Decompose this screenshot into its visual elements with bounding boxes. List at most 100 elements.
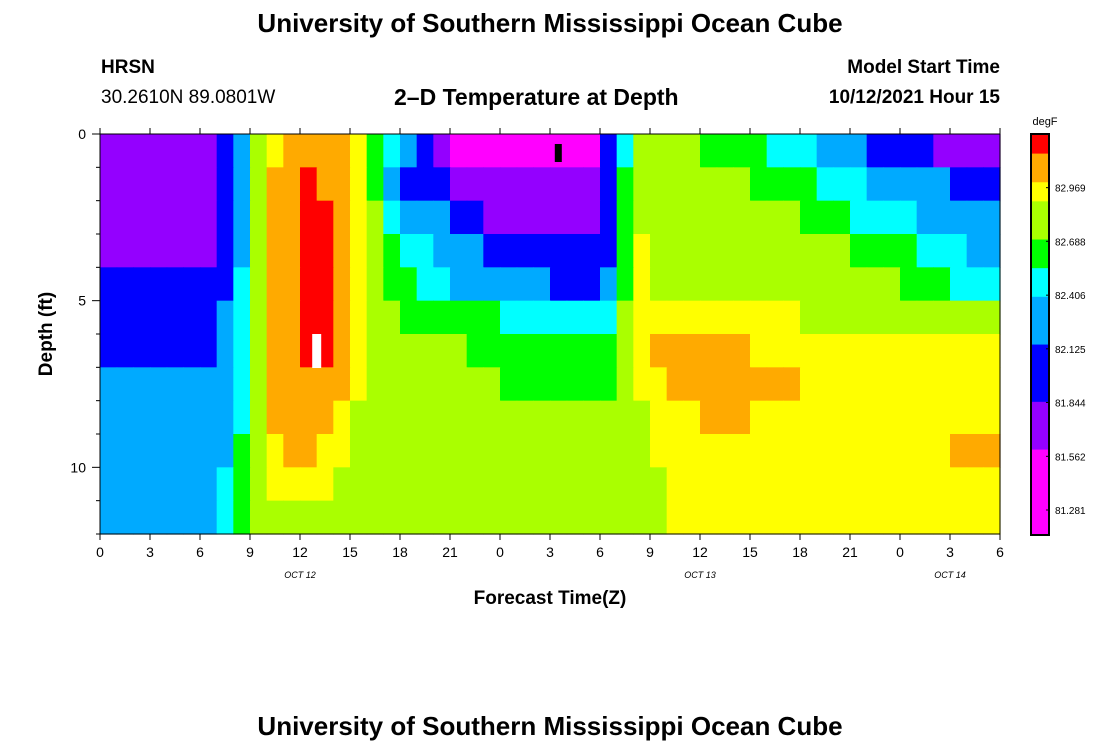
heatmap-cell bbox=[116, 500, 134, 535]
heatmap-cell bbox=[400, 167, 418, 202]
heatmap-cell bbox=[266, 134, 284, 168]
heatmap-cell bbox=[100, 134, 118, 168]
heatmap-cell bbox=[133, 134, 151, 168]
heatmap-cell bbox=[850, 234, 868, 268]
heatmap-cell bbox=[800, 367, 818, 402]
x-tick-label: 18 bbox=[392, 544, 408, 560]
heatmap-cell bbox=[766, 200, 784, 235]
heatmap-cell bbox=[166, 267, 184, 302]
heatmap-cell bbox=[350, 167, 368, 202]
heatmap-cell bbox=[433, 467, 451, 502]
heatmap-cell bbox=[283, 334, 301, 368]
heatmap-cell bbox=[316, 400, 334, 435]
heatmap-cell bbox=[833, 334, 851, 368]
heatmap-cell bbox=[600, 267, 618, 302]
heatmap-cell bbox=[583, 134, 601, 168]
heatmap-cell bbox=[383, 167, 401, 202]
heatmap-cell bbox=[700, 200, 718, 235]
heatmap-cell bbox=[416, 200, 434, 235]
heatmap-cell bbox=[583, 200, 601, 235]
heatmap-cell bbox=[750, 300, 768, 335]
heatmap-cell bbox=[633, 300, 651, 335]
heatmap-cell bbox=[266, 500, 284, 535]
heatmap-cell bbox=[233, 500, 251, 535]
heatmap-cell bbox=[150, 367, 168, 402]
heatmap-cell bbox=[666, 300, 684, 335]
heatmap-cell bbox=[933, 367, 951, 402]
heatmap-cell bbox=[500, 467, 518, 502]
heatmap-cell bbox=[800, 434, 818, 468]
heatmap-cell bbox=[650, 467, 668, 502]
heatmap-cell bbox=[933, 267, 951, 302]
heatmap-cell bbox=[666, 367, 684, 402]
heatmap-cell bbox=[216, 134, 234, 168]
heatmap-cell bbox=[166, 467, 184, 502]
heatmap-cell bbox=[216, 300, 234, 335]
heatmap-cell bbox=[783, 167, 801, 202]
heatmap-cell bbox=[283, 367, 301, 402]
heatmap-cell bbox=[983, 500, 1001, 535]
heatmap-cell bbox=[900, 367, 918, 402]
heatmap-cell bbox=[300, 400, 318, 435]
heatmap-cell bbox=[283, 300, 301, 335]
heatmap-cell bbox=[516, 467, 534, 502]
heatmap-cell bbox=[950, 434, 968, 468]
heatmap-cell bbox=[266, 200, 284, 235]
heatmap-cell bbox=[433, 267, 451, 302]
heatmap-cell bbox=[666, 167, 684, 202]
x-tick-label: 6 bbox=[196, 544, 204, 560]
heatmap-cell bbox=[333, 234, 351, 268]
heatmap-cell bbox=[450, 300, 468, 335]
heatmap-cell bbox=[766, 434, 784, 468]
heatmap-cell bbox=[733, 200, 751, 235]
heatmap-cell bbox=[783, 500, 801, 535]
heatmap-cell bbox=[283, 467, 301, 502]
heatmap-cell bbox=[733, 367, 751, 402]
heatmap-cell bbox=[433, 234, 451, 268]
heatmap-cell bbox=[516, 167, 534, 202]
colorbar-tick-label: 81.562 bbox=[1055, 452, 1086, 463]
heatmap-cell bbox=[733, 300, 751, 335]
heatmap-cell bbox=[450, 400, 468, 435]
colorbar-tick-label: 82.688 bbox=[1055, 237, 1086, 248]
heatmap-cell bbox=[833, 434, 851, 468]
heatmap-cell bbox=[750, 334, 768, 368]
heatmap-cell bbox=[283, 400, 301, 435]
heatmap-cell bbox=[900, 134, 918, 168]
colorbar-frame bbox=[1030, 133, 1050, 536]
heatmap-cell bbox=[166, 300, 184, 335]
heatmap-cell bbox=[583, 300, 601, 335]
heatmap-cell bbox=[466, 467, 484, 502]
heatmap-cell bbox=[783, 367, 801, 402]
x-tick-label: 18 bbox=[792, 544, 808, 560]
heatmap-cell bbox=[966, 500, 984, 535]
colorbar-tick-label: 81.844 bbox=[1055, 398, 1086, 409]
heatmap-cell bbox=[516, 300, 534, 335]
heatmap-cell bbox=[350, 367, 368, 402]
heatmap-cell bbox=[466, 200, 484, 235]
heatmap-cell bbox=[666, 267, 684, 302]
heatmap-cell bbox=[883, 167, 901, 202]
heatmap-cell bbox=[566, 167, 584, 202]
heatmap-cell bbox=[650, 367, 668, 402]
colorbar-band bbox=[1031, 200, 1049, 240]
heatmap-cell bbox=[483, 134, 501, 168]
heatmap-cell bbox=[550, 400, 568, 435]
heatmap-cell bbox=[133, 267, 151, 302]
heatmap-cell bbox=[333, 200, 351, 235]
heatmap-cell bbox=[550, 334, 568, 368]
heatmap-cell bbox=[916, 367, 934, 402]
heatmap-cell bbox=[850, 200, 868, 235]
heatmap-cell bbox=[466, 367, 484, 402]
heatmap-cell bbox=[516, 500, 534, 535]
heatmap-cell bbox=[383, 400, 401, 435]
heatmap-cell bbox=[700, 400, 718, 435]
heatmap-cell bbox=[733, 500, 751, 535]
heatmap-cell bbox=[100, 500, 118, 535]
heatmap-cell bbox=[750, 267, 768, 302]
heatmap-cell bbox=[700, 300, 718, 335]
heatmap-cell bbox=[400, 134, 418, 168]
heatmap-cell bbox=[733, 134, 751, 168]
x-tick-label: 0 bbox=[496, 544, 504, 560]
heatmap-cell bbox=[533, 400, 551, 435]
